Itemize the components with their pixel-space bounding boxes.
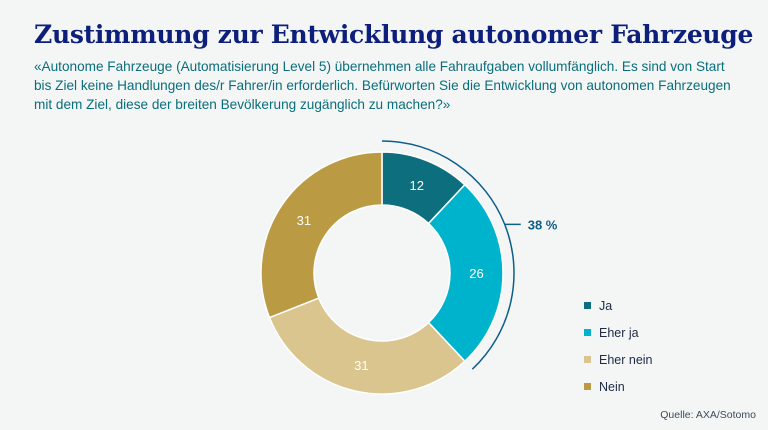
source-note: Quelle: AXA/Sotomo	[660, 409, 756, 421]
slice-value-label: 31	[354, 358, 368, 373]
legend-item: Nein	[584, 373, 653, 400]
chart-title: Zustimmung zur Entwicklung autonomer Fah…	[34, 20, 754, 49]
legend: Ja Eher ja Eher nein Nein	[584, 292, 653, 400]
slice-value-label: 12	[410, 178, 424, 193]
legend-label: Nein	[599, 379, 625, 394]
donut-slice-nein	[260, 151, 383, 319]
chart-subtitle: «Autonome Fahrzeuge (Automatisierung Lev…	[34, 59, 731, 112]
legend-item: Eher ja	[584, 319, 653, 346]
legend-label: Eher ja	[599, 325, 639, 340]
bracket-arc	[381, 140, 515, 370]
slice-value-label: 26	[469, 266, 483, 281]
legend-swatch	[584, 356, 591, 363]
legend-label: Ja	[599, 298, 613, 313]
slice-value-label: 31	[297, 213, 311, 228]
legend-label: Eher nein	[599, 352, 653, 367]
legend-swatch	[584, 329, 591, 336]
donut-slice-eher-ja	[427, 183, 504, 363]
donut-slice-eher-nein	[268, 297, 466, 395]
legend-swatch	[584, 302, 591, 309]
legend-item: Ja	[584, 292, 653, 319]
legend-item: Eher nein	[584, 346, 653, 373]
bracket-label: 38 %	[528, 217, 558, 232]
legend-swatch	[584, 383, 591, 390]
